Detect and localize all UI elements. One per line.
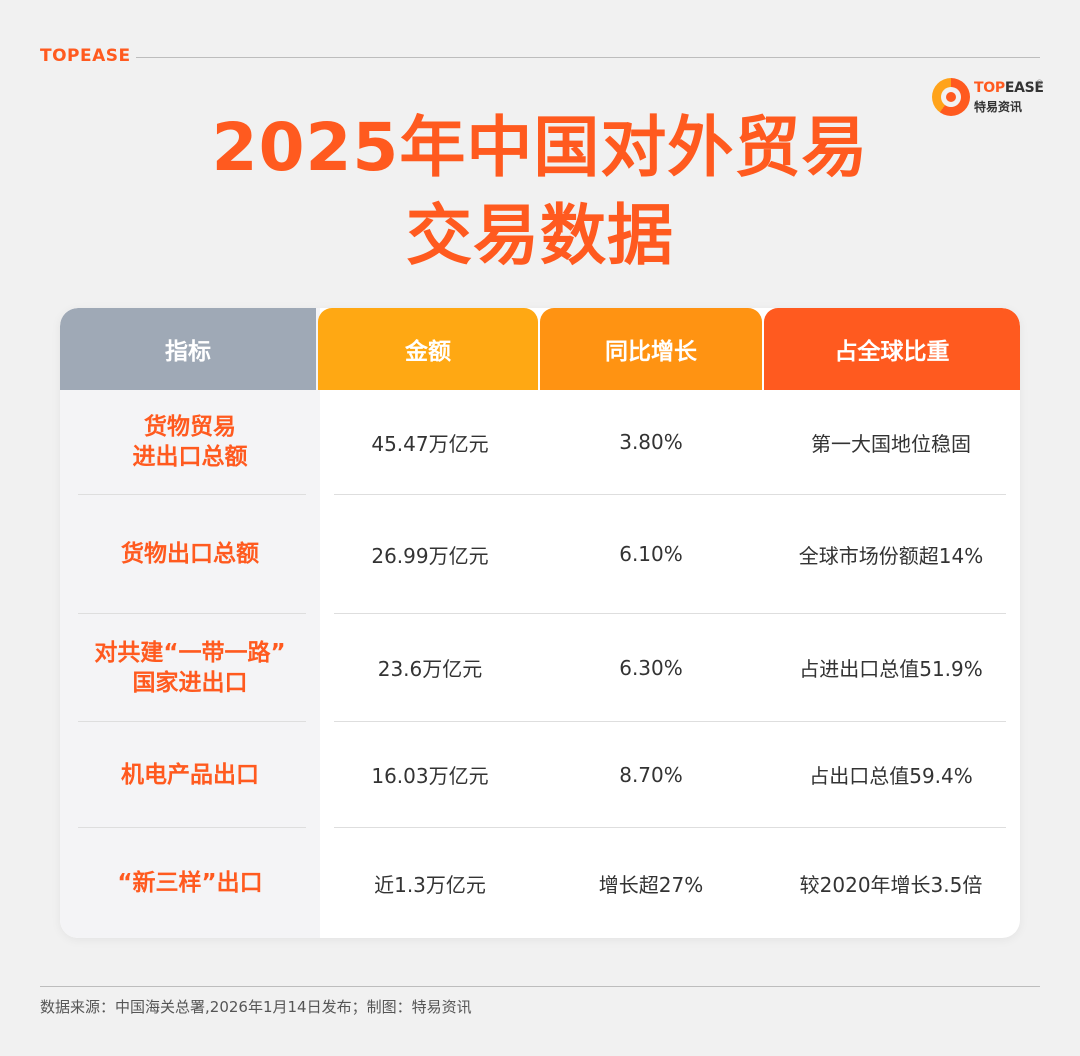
amount-cell: 26.99万亿元 bbox=[371, 543, 489, 568]
source-footnote: 数据来源：中国海关总署,2026年1月14日发布；制图：特易资讯 bbox=[40, 998, 472, 1016]
table-row: “新三样”出口 近1.3万亿元 增长超27% 较2020年增长3.5倍 bbox=[60, 828, 1020, 938]
header-global-share: 占全球比重 bbox=[764, 308, 1020, 390]
growth-cell: 8.70% bbox=[619, 762, 683, 787]
share-cell: 较2020年增长3.5倍 bbox=[799, 872, 983, 897]
logo-registered-mark: ® bbox=[1036, 79, 1043, 87]
growth-cell: 3.80% bbox=[619, 430, 683, 454]
indicator-cell: 货物出口总额 bbox=[121, 541, 259, 567]
topease-logo: TOPEASE ® 特易资讯 bbox=[932, 78, 1052, 118]
row-divider bbox=[334, 494, 1006, 495]
growth-cell: 6.30% bbox=[619, 655, 683, 680]
header-yoy-growth: 同比增长 bbox=[540, 308, 762, 390]
logo-dot-icon bbox=[946, 92, 956, 102]
row-divider bbox=[78, 827, 306, 828]
share-cell: 占进出口总值51.9% bbox=[799, 657, 983, 681]
header-indicator: 指标 bbox=[60, 308, 316, 390]
amount-cell: 45.47万亿元 bbox=[371, 431, 489, 456]
logo-name: TOPEASE bbox=[974, 80, 1044, 96]
row-divider bbox=[334, 827, 1006, 828]
share-cell: 全球市场份额超14% bbox=[798, 543, 984, 568]
indicator-column-bg bbox=[60, 308, 320, 938]
growth-cell: 6.10% bbox=[619, 542, 683, 566]
growth-cell: 增长超27% bbox=[598, 872, 704, 897]
table-row: 对共建“一带一路” 国家进出口 23.6万亿元 6.30% 占进出口总值51.9% bbox=[60, 614, 1020, 721]
logo-subtitle: 特易资讯 bbox=[974, 100, 1023, 114]
row-divider bbox=[78, 721, 306, 722]
brand-text: TOPEASE bbox=[40, 46, 131, 66]
table-row: 货物贸易 进出口总额 45.47万亿元 3.80% 第一大国地位稳固 bbox=[60, 390, 1020, 494]
bottom-divider bbox=[40, 986, 1040, 987]
page-title-line-1: 2025年中国对外贸易 bbox=[211, 109, 869, 186]
data-table: 指标 金额 同比增长 占全球比重 货物贸易 进出口总额 45.47万亿元 3.80… bbox=[60, 308, 1020, 938]
page-title-line-2: 交易数据 bbox=[406, 197, 674, 274]
share-cell: 第一大国地位稳固 bbox=[811, 431, 971, 456]
indicator-cell: 机电产品出口 bbox=[121, 761, 259, 788]
table-row: 货物出口总额 26.99万亿元 6.10% 全球市场份额超14% bbox=[60, 495, 1020, 613]
amount-cell: 16.03万亿元 bbox=[371, 764, 489, 788]
top-divider bbox=[136, 57, 1040, 58]
table-row: 机电产品出口 16.03万亿元 8.70% 占出口总值59.4% bbox=[60, 722, 1020, 827]
top-bar: TOPEASE bbox=[40, 44, 1040, 70]
indicator-cell: “新三样”出口 bbox=[117, 870, 263, 896]
indicator-cell: 货物贸易 进出口总额 bbox=[132, 414, 248, 470]
row-divider bbox=[78, 613, 306, 614]
share-cell: 占出口总值59.4% bbox=[809, 764, 973, 788]
amount-cell: 23.6万亿元 bbox=[377, 657, 483, 681]
header-amount: 金额 bbox=[318, 308, 538, 390]
row-divider bbox=[334, 613, 1006, 614]
indicator-cell: 对共建“一带一路” 国家进出口 bbox=[94, 639, 286, 696]
amount-cell: 近1.3万亿元 bbox=[374, 872, 486, 897]
row-divider bbox=[334, 721, 1006, 722]
row-divider bbox=[78, 494, 306, 495]
